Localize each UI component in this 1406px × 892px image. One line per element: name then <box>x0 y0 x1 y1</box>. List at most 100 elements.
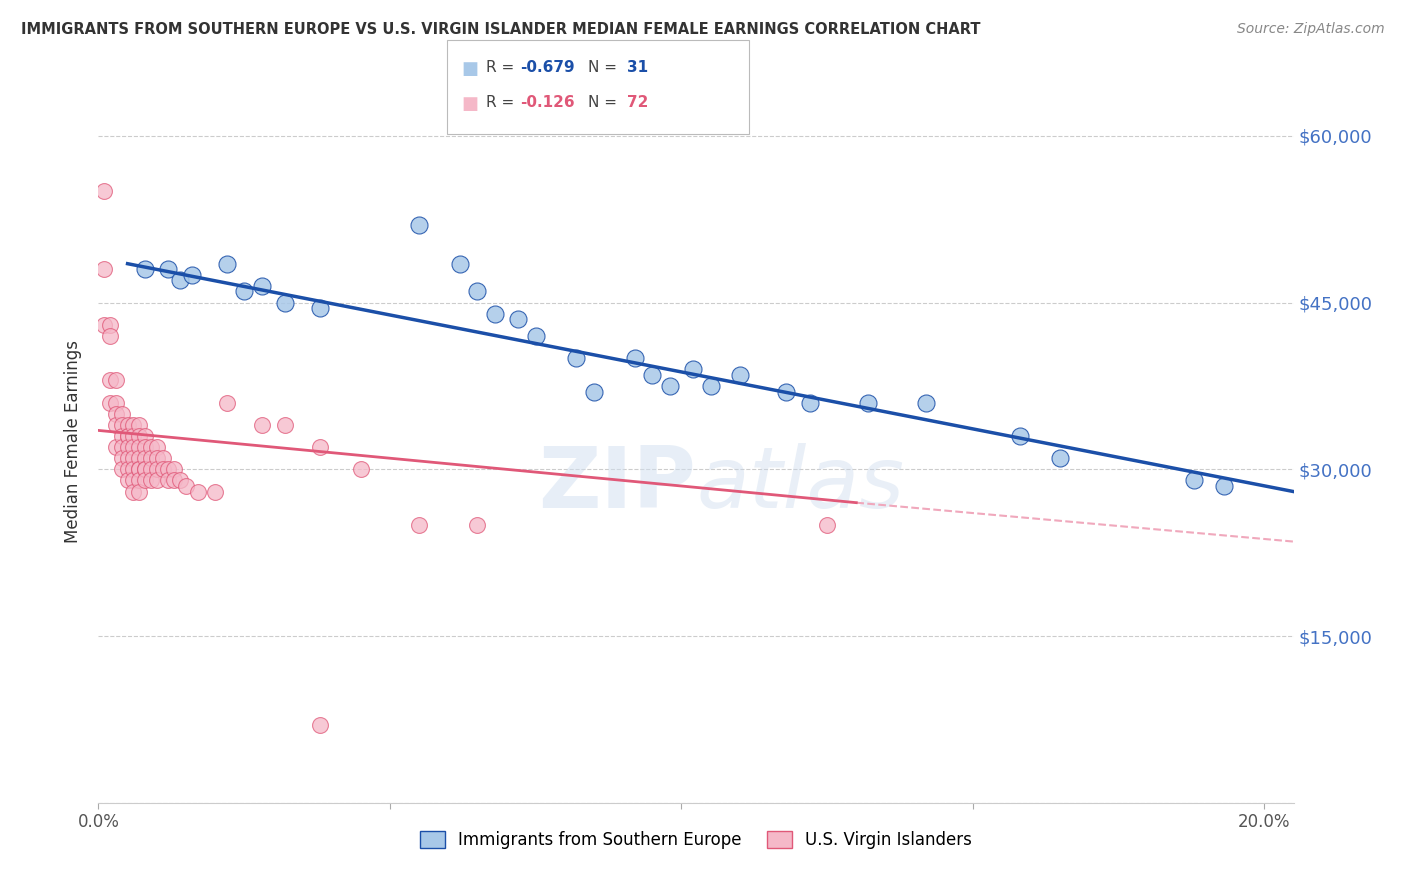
Point <box>128 451 150 466</box>
Point <box>658 379 681 393</box>
Point <box>204 484 226 499</box>
Point <box>582 384 605 399</box>
Point <box>623 351 645 366</box>
Point <box>1049 451 1071 466</box>
Point <box>274 295 297 310</box>
Point <box>134 429 156 443</box>
Point <box>139 451 162 466</box>
Point <box>104 440 127 454</box>
Point <box>163 462 186 476</box>
Point <box>524 329 547 343</box>
Point <box>104 407 127 421</box>
Point <box>111 417 134 432</box>
Point <box>139 462 162 476</box>
Point <box>134 462 156 476</box>
Point <box>134 462 156 476</box>
Point <box>682 362 704 376</box>
Text: IMMIGRANTS FROM SOUTHERN EUROPE VS U.S. VIRGIN ISLANDER MEDIAN FEMALE EARNINGS C: IMMIGRANTS FROM SOUTHERN EUROPE VS U.S. … <box>21 22 980 37</box>
Point <box>122 417 145 432</box>
Point <box>157 262 180 277</box>
Point <box>98 395 121 409</box>
Point <box>122 462 145 476</box>
Point <box>134 440 156 454</box>
Point <box>856 395 879 409</box>
Point <box>309 718 332 732</box>
Point <box>139 440 162 454</box>
Point <box>122 474 145 488</box>
Text: ■: ■ <box>461 60 478 78</box>
Point <box>915 395 938 409</box>
Point <box>104 395 127 409</box>
Text: Source: ZipAtlas.com: Source: ZipAtlas.com <box>1237 22 1385 37</box>
Point <box>699 379 721 393</box>
Point <box>145 451 167 466</box>
Point <box>1008 429 1031 443</box>
Point <box>233 285 256 299</box>
Point <box>449 257 471 271</box>
Point <box>174 479 197 493</box>
Point <box>93 262 115 277</box>
Point <box>169 273 191 287</box>
Text: R =: R = <box>486 60 520 75</box>
Point <box>122 451 145 466</box>
Y-axis label: Median Female Earnings: Median Female Earnings <box>65 340 83 543</box>
Point <box>163 474 186 488</box>
Point <box>152 451 174 466</box>
Point <box>98 329 121 343</box>
Point <box>815 517 838 532</box>
Text: R =: R = <box>486 95 520 111</box>
Point <box>128 417 150 432</box>
Point <box>93 318 115 332</box>
Point <box>128 474 150 488</box>
Point <box>186 484 208 499</box>
Point <box>508 312 530 326</box>
Point <box>145 474 167 488</box>
Point <box>104 417 127 432</box>
Point <box>169 474 191 488</box>
Point <box>775 384 797 399</box>
Point <box>98 318 121 332</box>
Point <box>128 462 150 476</box>
Point <box>117 417 139 432</box>
Point <box>98 373 121 387</box>
Text: N =: N = <box>588 95 621 111</box>
Point <box>157 474 180 488</box>
Point <box>111 407 134 421</box>
Point <box>134 451 156 466</box>
Point <box>408 218 430 232</box>
Point <box>122 429 145 443</box>
Text: 31: 31 <box>627 60 648 75</box>
Point <box>309 440 332 454</box>
Point <box>157 462 180 476</box>
Point <box>117 462 139 476</box>
Legend: Immigrants from Southern Europe, U.S. Virgin Islanders: Immigrants from Southern Europe, U.S. Vi… <box>413 824 979 856</box>
Point <box>139 474 162 488</box>
Text: -0.126: -0.126 <box>520 95 575 111</box>
Point <box>799 395 821 409</box>
Text: ■: ■ <box>461 95 478 113</box>
Point <box>152 462 174 476</box>
Point <box>467 517 489 532</box>
Point <box>111 440 134 454</box>
Point <box>728 368 751 382</box>
Point <box>117 440 139 454</box>
Point <box>1212 479 1234 493</box>
Point <box>128 429 150 443</box>
Point <box>117 429 139 443</box>
Point <box>134 262 156 277</box>
Point <box>111 429 134 443</box>
Point <box>250 279 273 293</box>
Point <box>180 268 202 282</box>
Text: 72: 72 <box>627 95 648 111</box>
Point <box>467 285 489 299</box>
Text: -0.679: -0.679 <box>520 60 575 75</box>
Point <box>408 517 430 532</box>
Point <box>128 462 150 476</box>
Point <box>117 451 139 466</box>
Point <box>274 417 297 432</box>
Point <box>117 429 139 443</box>
Point <box>117 474 139 488</box>
Point <box>484 307 506 321</box>
Point <box>145 440 167 454</box>
Point <box>215 395 238 409</box>
